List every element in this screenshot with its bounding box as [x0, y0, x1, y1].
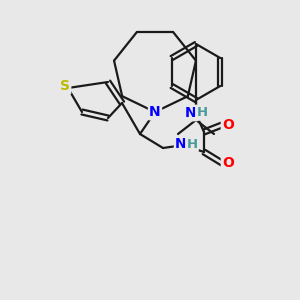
Text: O: O — [222, 156, 234, 170]
Text: S: S — [60, 79, 70, 93]
Text: N: N — [185, 106, 197, 120]
Text: N: N — [175, 137, 187, 151]
Text: N: N — [149, 105, 161, 119]
Text: H: H — [196, 106, 208, 119]
Text: H: H — [186, 137, 198, 151]
Text: O: O — [222, 118, 234, 132]
